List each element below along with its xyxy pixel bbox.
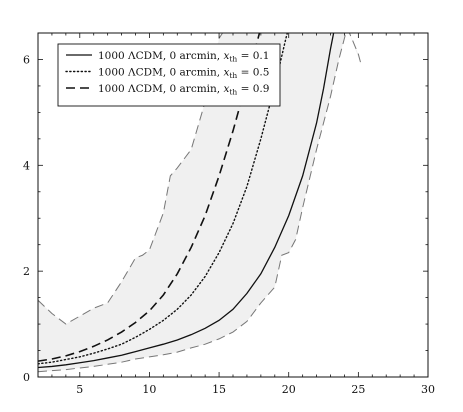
x-tick-label: 10 <box>142 383 156 396</box>
series-line-2 <box>38 33 289 365</box>
series-layer <box>38 33 335 369</box>
legend-label-2: 1000 ΛCDM, 0 arcmin, xth = 0.5 <box>98 67 269 81</box>
confidence-band-layer <box>38 33 362 373</box>
x-tick-label: 5 <box>76 383 83 396</box>
legend-label-3: 1000 ΛCDM, 0 arcmin, xth = 0.9 <box>98 83 269 97</box>
x-tick-label: 20 <box>282 383 296 396</box>
ticks-layer: 5 10 15 20 25 30 0 2 4 6 <box>23 32 435 396</box>
legend-label-1: 1000 ΛCDM, 0 arcmin, xth = 0.1 <box>98 50 269 64</box>
band-upper-edge <box>38 33 224 325</box>
band-fill <box>38 33 362 372</box>
y-tick-label: 0 <box>23 371 30 384</box>
x-tick-label: 25 <box>351 383 365 396</box>
legend-box <box>57 43 281 107</box>
y-tick-label: 2 <box>23 265 30 278</box>
x-tick-label: 15 <box>212 383 226 396</box>
band-upper-right-edge <box>348 33 362 65</box>
band-lower-edge <box>38 33 347 373</box>
series-line-1 <box>38 33 335 369</box>
series-line-3 <box>38 33 261 362</box>
y-tick-label: 6 <box>23 53 30 66</box>
y-tick-label: 4 <box>23 159 30 172</box>
x-tick-label: 30 <box>421 383 435 396</box>
legend: 1000 ΛCDM, 0 arcmin, xth = 0.1 1000 ΛCDM,… <box>57 43 281 107</box>
